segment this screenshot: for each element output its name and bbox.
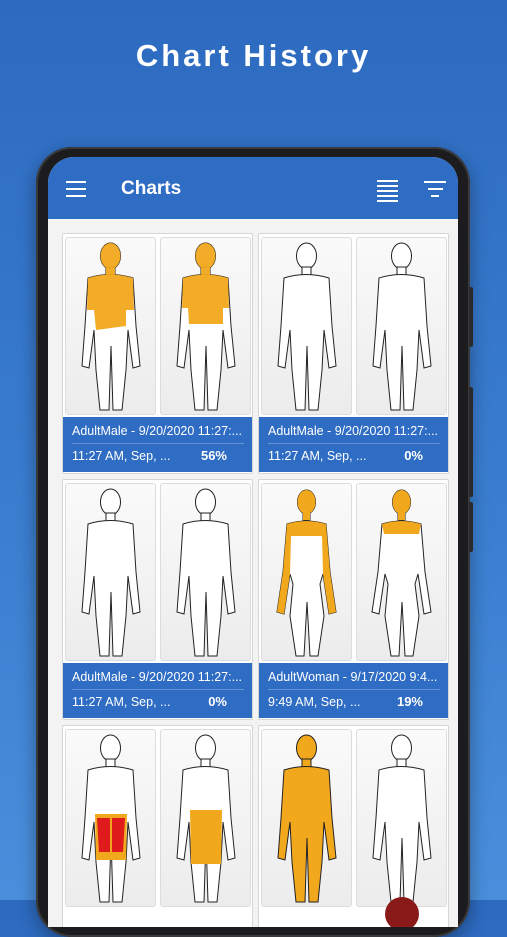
chart-burn-percent: 0% xyxy=(208,694,227,709)
chart-card[interactable]: AdultMale - 9/20/2020 11:27:... 11:27 AM… xyxy=(62,479,253,720)
body-front-figure xyxy=(261,729,352,907)
phone-side-button xyxy=(469,287,473,347)
chart-card-footer: AdultWoman - 9/17/2020 9:4... 9:49 AM, S… xyxy=(259,663,448,718)
phone-volume-button xyxy=(469,387,473,497)
chart-name: AdultWoman - 9/17/2020 9:4... xyxy=(268,670,438,684)
chart-name: AdultMale - 9/20/2020 11:27:... xyxy=(72,424,243,438)
chart-date: 11:27 AM, Sep, ... xyxy=(268,449,367,463)
chart-date: 9:49 AM, Sep, ... xyxy=(268,695,361,709)
body-back-figure xyxy=(356,483,447,661)
phone-power-button xyxy=(469,502,473,552)
body-back-figure xyxy=(160,237,251,415)
body-back-figure xyxy=(356,237,447,415)
body-back-figure xyxy=(160,729,251,907)
body-back-figure xyxy=(160,483,251,661)
body-front-figure xyxy=(65,729,156,907)
chart-card[interactable]: AdultMale - 9/20/2020 11:27:... 11:27 AM… xyxy=(62,233,253,474)
chart-card[interactable] xyxy=(258,725,449,927)
body-front-figure xyxy=(65,237,156,415)
app-bar-title: Charts xyxy=(121,178,182,199)
chart-name: AdultMale - 9/20/2020 11:27:... xyxy=(72,670,243,684)
chart-card-footer: AdultMale - 9/20/2020 11:27:... 11:27 AM… xyxy=(259,417,448,472)
chart-card[interactable] xyxy=(62,725,253,927)
list-view-icon[interactable] xyxy=(377,180,398,205)
body-front-figure xyxy=(65,483,156,661)
chart-name: AdultMale - 9/20/2020 11:27:... xyxy=(268,424,439,438)
chart-card-footer: AdultMale - 9/20/2020 11:27:... 11:27 AM… xyxy=(63,417,252,472)
app-bar: Charts xyxy=(48,157,458,219)
filter-icon[interactable] xyxy=(424,181,446,197)
chart-date: 11:27 AM, Sep, ... xyxy=(72,695,171,709)
phone-frame: Charts xyxy=(36,147,473,937)
headline: Chart History xyxy=(135,38,372,73)
chart-burn-percent: 0% xyxy=(404,448,423,463)
body-front-figure xyxy=(261,237,352,415)
chart-burn-percent: 56% xyxy=(200,448,227,463)
app-screen: Charts xyxy=(48,157,458,927)
chart-date: 11:27 AM, Sep, ... xyxy=(72,449,171,463)
chart-card[interactable]: AdultMale - 9/20/2020 11:27:... 11:27 AM… xyxy=(258,233,449,474)
body-front-figure xyxy=(261,483,352,661)
floating-action-button[interactable] xyxy=(385,897,419,927)
body-back-figure xyxy=(356,729,447,907)
chart-card-footer: AdultMale - 9/20/2020 11:27:... 11:27 AM… xyxy=(63,663,252,718)
hamburger-menu-icon[interactable] xyxy=(66,181,86,202)
chart-card[interactable]: AdultWoman - 9/17/2020 9:4... 9:49 AM, S… xyxy=(258,479,449,720)
chart-burn-percent: 19% xyxy=(396,694,423,709)
